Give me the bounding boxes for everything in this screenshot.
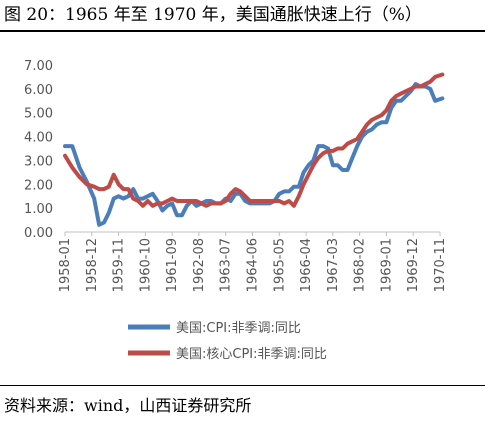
- legend-label-2: 美国:核心CPI:非季调:同比: [176, 347, 327, 362]
- x-tick-label: 1959-11: [112, 238, 127, 292]
- x-tick-label: 1963-07: [219, 238, 234, 292]
- x-tick-label: 1961-09: [165, 238, 180, 292]
- x-tick-label: 1969-12: [406, 238, 421, 292]
- series-line-2: [63, 72, 445, 208]
- x-tick-label: 1960-10: [138, 238, 153, 292]
- series-layer: [63, 72, 445, 227]
- y-tick-label: 4.00: [24, 131, 53, 146]
- bottom-rule: [0, 385, 485, 386]
- y-tick-label: 1.00: [24, 202, 53, 217]
- x-tick-label: 1967-03: [326, 238, 341, 292]
- x-tick-label: 1962-08: [192, 238, 207, 292]
- x-tick-label: 1968-02: [353, 238, 368, 292]
- y-axis-ticks: 0.00 1.00 2.00 3.00 4.00 5.00 6.00 7.00: [24, 59, 53, 241]
- x-axis-ticks: 1958-01 1958-12 1959-11 1960-10 1961-09 1962-…: [58, 232, 448, 292]
- top-rule: [0, 30, 485, 32]
- legend-label-1: 美国:CPI:非季调:同比: [176, 321, 301, 336]
- y-tick-label: 3.00: [24, 154, 53, 169]
- y-tick-label: 5.00: [24, 107, 53, 122]
- figure-title: 图 20：1965 年至 1970 年，美国通胀快速上行（%）: [4, 5, 422, 25]
- y-tick-label: 2.00: [24, 178, 53, 193]
- y-tick-label: 7.00: [24, 59, 53, 74]
- y-tick-label: 6.00: [24, 83, 53, 98]
- x-tick-label: 1965-05: [272, 238, 287, 292]
- x-tick-label: 1970-11: [433, 238, 448, 292]
- x-tick-label: 1969-01: [379, 238, 394, 292]
- x-tick-label: 1966-04: [299, 238, 314, 292]
- line-chart: 0.00 1.00 2.00 3.00 4.00 5.00 6.00 7.00 1958-01…: [24, 59, 448, 362]
- x-tick-label: 1958-01: [58, 238, 73, 292]
- x-tick-label: 1958-12: [85, 238, 100, 292]
- y-tick-label: 0.00: [24, 226, 53, 241]
- x-tick-label: 1964-06: [246, 238, 261, 292]
- source-note: 资料来源：wind，山西证券研究所: [4, 396, 252, 415]
- series-line-1: [63, 82, 445, 227]
